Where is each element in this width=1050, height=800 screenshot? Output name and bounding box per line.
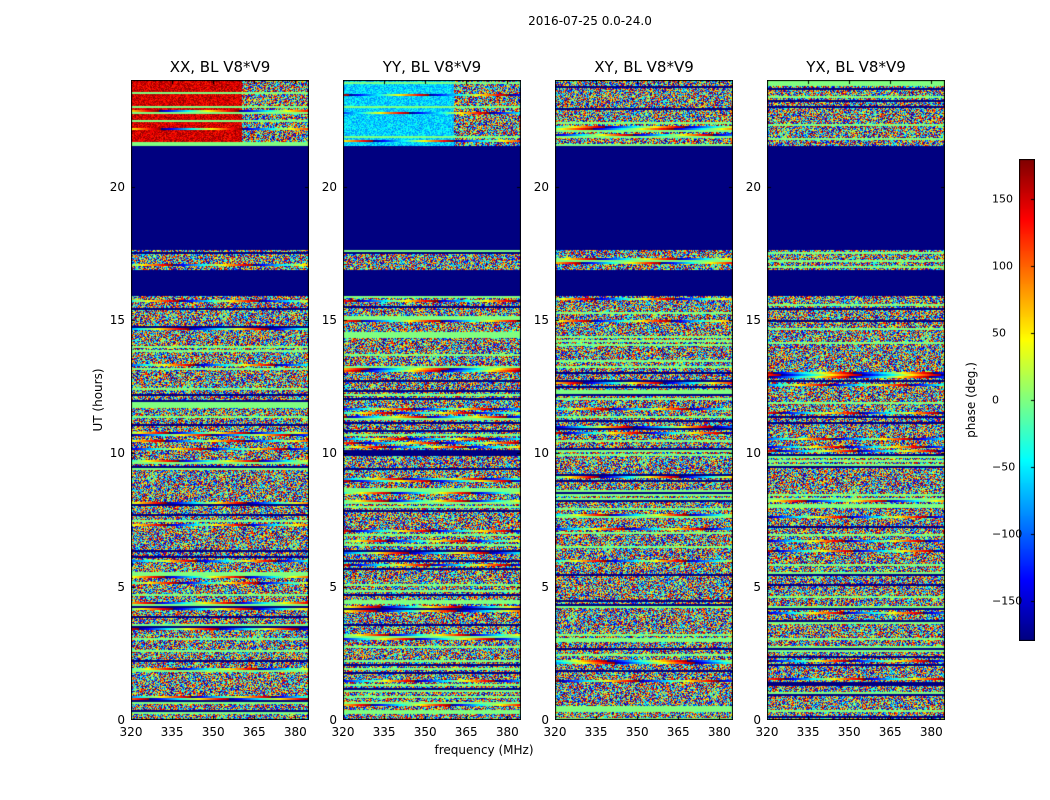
y-tick-label: 10 <box>533 446 549 461</box>
panel-title-xx: XX, BL V8*V9 <box>169 58 271 76</box>
colorbar-tick-label: 150 <box>992 192 1013 206</box>
heatmap-yy <box>343 80 521 720</box>
y-tick-label: 5 <box>329 579 337 594</box>
y-tick-label: 20 <box>533 179 549 194</box>
panel-title-yy: YY, BL V8*V9 <box>382 58 482 76</box>
x-tick-label: 320 <box>331 725 355 739</box>
heatmap-yx <box>767 80 945 720</box>
colorbar-label: phase (deg.) <box>964 362 978 438</box>
x-tick-label: 335 <box>584 725 608 739</box>
y-tick-label: 15 <box>533 313 549 327</box>
x-tick-label: 335 <box>160 725 184 739</box>
x-tick-label: 320 <box>755 725 779 739</box>
y-tick-label: 20 <box>321 179 337 194</box>
x-tick-label: 350 <box>413 725 437 739</box>
x-tick-label: 335 <box>372 725 396 739</box>
y-tick-label: 15 <box>109 313 125 327</box>
colorbar-tick-label: −150 <box>992 594 1023 608</box>
x-tick-label: 335 <box>796 725 820 739</box>
x-tick-label: 365 <box>666 725 690 739</box>
y-tick-label: 10 <box>109 446 125 461</box>
panel-title-xy: XY, BL V8*V9 <box>594 58 694 76</box>
y-axis-label: UT (hours) <box>91 368 105 432</box>
x-tick-label: 380 <box>919 725 943 739</box>
x-tick-label: 350 <box>837 725 861 739</box>
x-tick-label: 365 <box>878 725 902 739</box>
y-tick-label: 20 <box>745 179 761 194</box>
x-axis-label: frequency (MHz) <box>434 743 534 757</box>
x-tick-label: 320 <box>119 725 143 739</box>
colorbar-tick-label: −100 <box>992 527 1023 541</box>
y-tick-label: 0 <box>117 713 125 727</box>
x-tick-label: 350 <box>201 725 225 739</box>
y-tick-label: 5 <box>541 579 549 594</box>
x-tick-label: 380 <box>283 725 307 739</box>
y-tick-label: 20 <box>109 179 125 194</box>
y-tick-label: 15 <box>745 313 761 327</box>
x-tick-label: 350 <box>625 725 649 739</box>
colorbar-tick-label: −50 <box>992 460 1016 474</box>
colorbar-tick-label: 100 <box>992 259 1013 273</box>
colorbar <box>1019 159 1035 641</box>
y-tick-label: 10 <box>321 446 337 461</box>
panel-title-yx: YX, BL V8*V9 <box>806 58 906 76</box>
colorbar-tick-label: 0 <box>992 393 999 407</box>
x-tick-label: 320 <box>543 725 567 739</box>
x-tick-label: 380 <box>495 725 519 739</box>
x-tick-label: 365 <box>454 725 478 739</box>
colorbar-tick-label: 50 <box>992 326 1006 340</box>
heatmap-xx <box>131 80 309 720</box>
y-tick-label: 0 <box>541 713 549 727</box>
figure-title: 2016-07-25 0.0-24.0 <box>528 14 652 28</box>
y-tick-label: 0 <box>753 713 761 727</box>
y-tick-label: 0 <box>329 713 337 727</box>
x-tick-label: 365 <box>242 725 266 739</box>
y-tick-label: 5 <box>117 579 125 594</box>
y-tick-label: 10 <box>745 446 761 461</box>
heatmap-xy <box>555 80 733 720</box>
y-tick-label: 15 <box>321 313 337 327</box>
x-tick-label: 380 <box>707 725 731 739</box>
y-tick-label: 5 <box>753 579 761 594</box>
